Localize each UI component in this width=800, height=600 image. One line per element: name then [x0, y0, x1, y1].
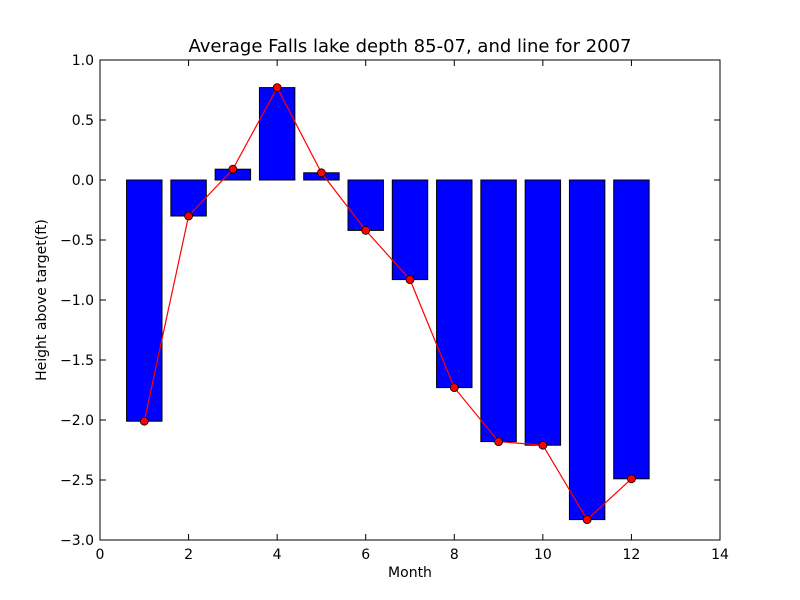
- bar-month-12: [613, 179, 650, 480]
- y-tick-label: −1.5: [60, 353, 94, 369]
- x-tick-label: 10: [534, 547, 552, 563]
- line-point-month-6: [361, 225, 371, 235]
- chart-title: Average Falls lake depth 85-07, and line…: [188, 36, 631, 57]
- x-tick-label: 2: [184, 547, 193, 563]
- plot-frame: [99, 59, 721, 541]
- line-point-month-3: [228, 164, 238, 174]
- x-tick-label: 8: [450, 547, 459, 563]
- y-axis-label: Height above target(ft): [34, 219, 50, 381]
- y-tick-label: −1.0: [60, 293, 94, 309]
- line-point-month-2: [184, 211, 193, 221]
- y-tick-label: 1.0: [72, 53, 94, 69]
- x-tick-label: 0: [96, 547, 105, 563]
- line-point-month-11: [582, 515, 592, 524]
- x-tick-label: 12: [623, 547, 641, 563]
- bar-month-4: [258, 87, 296, 181]
- bar-month-1: [126, 179, 163, 422]
- y-tick-label: −2.0: [60, 413, 94, 429]
- bar-month-6: [347, 179, 384, 231]
- line-series-2007: [143, 86, 632, 521]
- line-point-month-8: [449, 383, 459, 393]
- line-point-month-1: [139, 416, 149, 426]
- y-tick-label: −0.5: [60, 233, 94, 249]
- line-point-month-5: [317, 168, 326, 178]
- x-axis-label: Month: [388, 565, 432, 581]
- bar-month-11: [568, 179, 606, 521]
- bar-month-9: [480, 179, 517, 443]
- x-tick-label: 14: [711, 547, 729, 563]
- line-point-month-7: [405, 275, 415, 285]
- bar-month-2: [170, 179, 207, 217]
- x-tick-label: 4: [273, 547, 282, 563]
- x-tick-label: 6: [361, 547, 370, 563]
- y-tick-label: −2.5: [60, 473, 94, 489]
- ticks-group: 0 2 4 6 8 10 12 14 −3.0 −2.5 −2.0 −1.5 −1.0 −0.5 0.0 0.…: [60, 53, 729, 563]
- y-tick-label: 0.0: [72, 173, 94, 189]
- y-tick-label: 0.5: [72, 113, 94, 129]
- line-point-month-4: [272, 83, 282, 92]
- line-group: [139, 83, 636, 524]
- line-point-month-12: [627, 474, 636, 484]
- bar-month-8: [436, 179, 473, 389]
- bars-group: [126, 87, 650, 521]
- bar-month-7: [391, 179, 429, 281]
- bar-month-10: [524, 179, 562, 446]
- line-point-month-9: [494, 437, 503, 447]
- y-tick-label: −3.0: [60, 533, 94, 549]
- line-point-month-10: [538, 440, 548, 450]
